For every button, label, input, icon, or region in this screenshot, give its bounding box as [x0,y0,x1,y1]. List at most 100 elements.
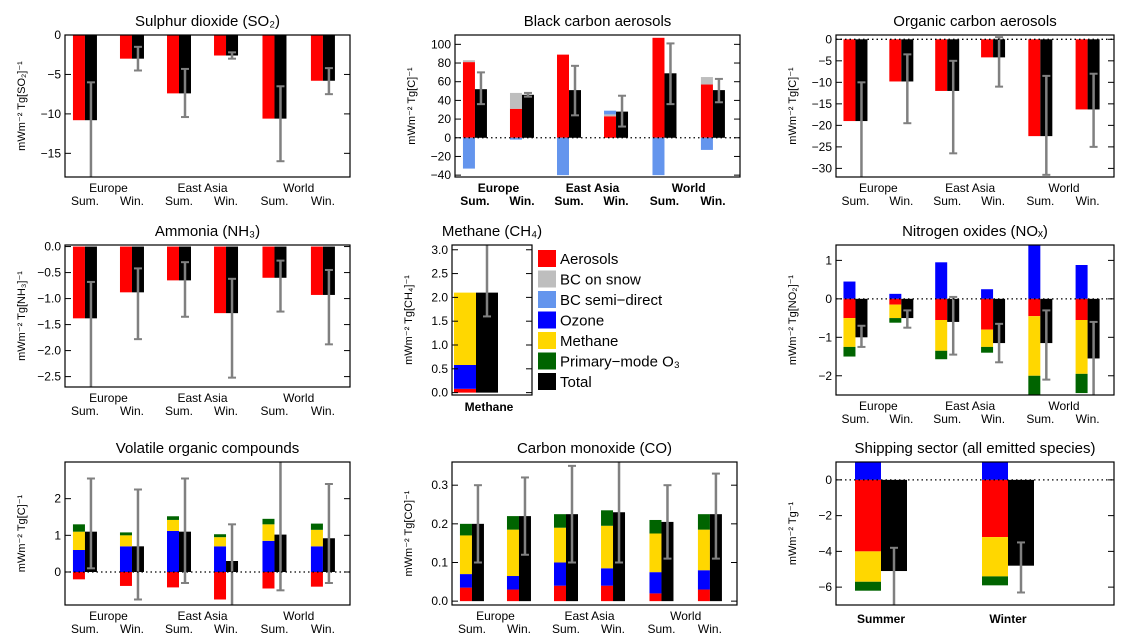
bar-segment-aerosols [167,572,179,588]
x-group-label: Methane [465,400,514,414]
x-season-label: Sum. [165,622,193,636]
y-tick-label: 2 [54,492,61,506]
legend-label: Total [560,374,592,391]
legend-item: Ozone [538,311,604,330]
bar-segment-bc-semi-direct [700,137,713,150]
panel-title: Black carbon aerosols [524,13,672,30]
error-bar [995,322,1004,364]
error-bar [86,81,95,177]
panel-title: Methane (CH₄) [442,223,542,240]
bar-group [981,289,1006,364]
y-tick-label: 0 [825,473,832,487]
bar-group [855,462,907,605]
bar-segment-primary-o3 [310,523,323,530]
x-group-label: World [283,609,314,623]
bar-group [1075,39,1100,148]
x-group-label: Europe [859,399,898,413]
y-tick-label: 3.0 [431,243,448,257]
x-group-label: East Asia [177,609,227,623]
error-bar [1042,309,1051,381]
bar-group [935,262,960,360]
y-tick-label: −15 [812,97,833,111]
y-tick-label: 80 [438,56,452,70]
bar-segment-aerosols [557,54,569,138]
x-season-label: Win. [214,622,238,636]
y-tick-label: 20 [438,112,452,126]
legend-swatch [538,250,556,267]
bar-total [521,94,534,138]
bar-segment-bc-on-snow [462,60,475,63]
y-tick-label: 2.5 [431,267,448,281]
x-season-label: Win. [981,412,1005,426]
bar-group [843,281,868,357]
y-tick-label: 0 [54,565,61,579]
error-bar [523,91,532,98]
y-tick-label: −20 [431,149,452,163]
panel-ship: Shipping sector (all emitted species) mWm… [787,440,1115,626]
error-bar [1089,72,1098,148]
y-tick-label: 0 [825,292,832,306]
y-tick-label: −4 [818,544,832,558]
bar-segment-ozone [459,574,472,588]
bar-total [855,298,868,338]
y-tick-label: −5 [818,54,832,68]
x-group-label: Winter [989,612,1027,626]
x-season-label: Win. [601,622,625,636]
bar-segment-primary-o3 [214,534,227,538]
bar-segment-aerosols [310,35,323,81]
bar-segment-ozone [554,562,566,586]
bar-segment-methane [119,535,132,547]
x-group-label: East Asia [564,609,614,623]
bar-segment-primary-o3 [1075,373,1088,394]
bar-group [557,54,581,176]
x-group-label: World [283,181,314,195]
y-tick-label: −25 [812,140,833,154]
bar-group [262,35,287,163]
bar-segment-ozone [855,462,881,480]
x-group-label: East Asia [566,181,620,195]
bar-segment-primary-o3 [1028,375,1041,395]
error-bar [324,268,333,346]
bar-segment-aerosols [506,589,519,602]
bar-segment-aerosols [700,84,713,138]
bar-group [72,246,97,387]
error-bar [1017,541,1025,594]
x-season-label: Sum. [933,194,961,208]
y-axis-label: mWm⁻² Tg[NH₃]⁻¹ [16,271,28,361]
error-bar [181,67,189,119]
bar-segment-aerosols [119,35,132,59]
y-tick-label: −2 [818,509,832,523]
plot-frame [451,244,533,396]
bar-group [601,462,626,602]
x-season-label: Win. [981,194,1005,208]
y-tick-label: −10 [41,107,62,121]
x-season-label: Win. [1076,412,1100,426]
legend-swatch [538,291,556,308]
y-tick-label: 1.0 [431,338,448,352]
bar-group [981,36,1006,88]
legend-item: BC semi−direct [538,291,663,309]
plot-frame [64,244,351,388]
x-season-label: Sum. [165,404,193,418]
x-group-label: World [672,181,706,195]
panel-oc: Organic carbon aerosols mWm⁻² Tg[C]⁻¹ 0 −5 −… [787,13,1115,208]
bar-segment-methane [167,519,179,531]
bar-group [1028,245,1053,395]
x-season-label: Win. [509,194,534,208]
y-tick-label: −6 [818,580,832,594]
plot-frame [64,34,351,178]
panel-bc: Black carbon aerosols mWm⁻² Tg[C]⁻¹ 100 80 6… [406,13,741,208]
error-bar [571,64,579,117]
bar-total [661,521,674,602]
y-tick-label: −5 [47,67,61,81]
bar-segment-aerosols [1075,298,1088,320]
bar-segment-methane [72,531,85,550]
error-bar [181,261,189,318]
x-group-label: East Asia [945,181,995,195]
bar-segment-primary-o3 [459,523,472,536]
y-tick-label: −15 [41,146,62,160]
bar-segment-aerosols [459,587,472,602]
x-season-label: Win. [214,194,238,208]
bar-total [518,516,531,602]
y-tick-label: 0.3 [431,478,448,492]
